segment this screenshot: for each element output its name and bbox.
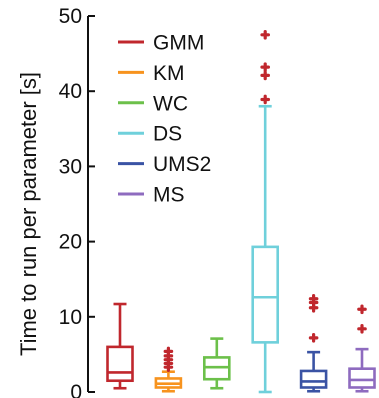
y-tick-label: 40 <box>59 80 82 103</box>
interquartile-box <box>348 367 376 389</box>
legend-label: WC <box>153 92 188 115</box>
box-ds <box>251 30 279 394</box>
legend: GMM KM WC DS UMS2 MS <box>118 32 211 207</box>
legend-entry-ds: DS <box>118 123 182 146</box>
legend-label: MS <box>153 184 185 207</box>
y-tick-label: 0 <box>70 381 82 398</box>
legend-entry-ums2: UMS2 <box>118 153 211 176</box>
box-gmm <box>106 302 134 390</box>
legend-label: UMS2 <box>153 153 211 176</box>
outlier-point <box>260 70 270 81</box>
boxplot-series <box>106 30 376 394</box>
legend-label: DS <box>153 123 182 146</box>
outlier-point <box>163 346 174 357</box>
outlier-point <box>260 94 270 105</box>
box-ums2 <box>299 293 328 393</box>
outlier-point <box>260 62 270 72</box>
box-wc <box>203 337 231 390</box>
outlier-point <box>260 30 270 40</box>
box-km <box>154 346 183 393</box>
legend-label: GMM <box>153 32 204 55</box>
legend-entry-gmm: GMM <box>118 32 204 55</box>
legend-label: KM <box>153 62 185 85</box>
outlier-point <box>357 304 367 315</box>
box-ms <box>348 304 376 393</box>
y-tick-label: 50 <box>59 5 82 28</box>
y-tick-label: 10 <box>59 306 82 329</box>
legend-entry-km: KM <box>118 62 185 85</box>
y-tick-label: 20 <box>59 231 82 254</box>
y-ticks: 0 10 20 30 40 50 <box>59 5 95 398</box>
outlier-point <box>308 333 319 343</box>
interquartile-box <box>251 245 279 344</box>
y-tick-label: 30 <box>59 155 82 178</box>
interquartile-box <box>299 369 328 389</box>
legend-entry-wc: WC <box>118 92 188 115</box>
legend-entry-ms: MS <box>118 184 185 207</box>
interquartile-box <box>106 345 134 383</box>
outlier-point <box>308 293 319 304</box>
y-axis-title: Time to run per parameter [s] <box>16 72 41 356</box>
outlier-point <box>357 324 367 334</box>
